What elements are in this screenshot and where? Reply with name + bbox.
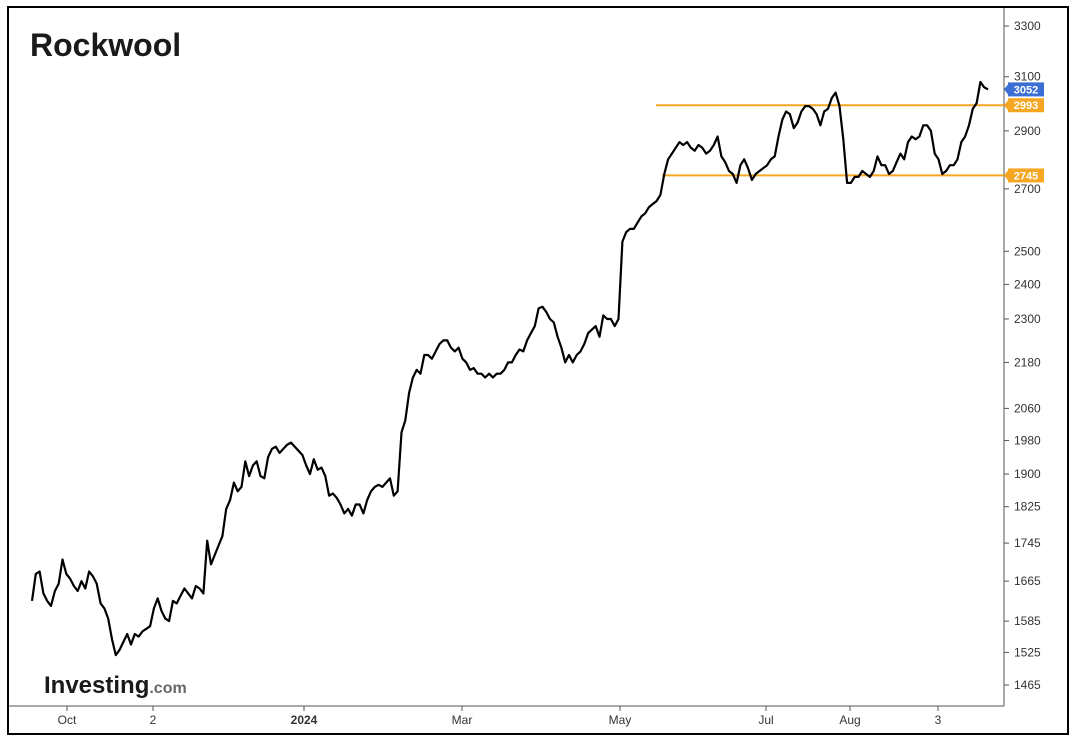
x-axis: Oct 2 2024 Mar May Jul Aug 3 xyxy=(58,706,942,727)
chart-frame xyxy=(7,6,1069,735)
x-tick-label: 3 xyxy=(935,713,942,727)
y-tick-label: 1525 xyxy=(1014,645,1041,659)
y-axis: 3300 3100 2900 2700 2500 2400 2300 2180 2060 1980… xyxy=(1004,19,1041,692)
level-badge-2745: 2745 xyxy=(1014,170,1038,182)
x-tick-label: Jul xyxy=(758,713,773,727)
y-tick-label: 1745 xyxy=(1014,536,1041,550)
level-badge-2745-bg xyxy=(1008,168,1044,183)
level-badge-2993-bg xyxy=(1008,98,1044,113)
y-tick-label: 2400 xyxy=(1014,277,1041,291)
price-line xyxy=(30,80,989,657)
level-badge-2745-pointer xyxy=(1004,170,1008,181)
current-price-badge-bg xyxy=(1008,82,1044,97)
y-tick-label: 2900 xyxy=(1014,124,1041,138)
y-tick-label: 1465 xyxy=(1014,678,1041,692)
series-layer xyxy=(30,80,989,657)
price-badges: 3052 2993 2745 xyxy=(1004,82,1044,183)
y-tick-label: 1825 xyxy=(1014,500,1041,514)
x-tick-label: 2024 xyxy=(291,713,318,727)
y-tick-label: 2060 xyxy=(1014,401,1041,415)
x-tick-label: Mar xyxy=(452,713,473,727)
x-tick-label: 2 xyxy=(150,713,157,727)
y-tick-label: 1900 xyxy=(1014,467,1041,481)
y-tick-label: 2300 xyxy=(1014,312,1041,326)
y-tick-label: 2700 xyxy=(1014,182,1041,196)
chart-title: Rockwool xyxy=(30,27,181,63)
level-badge-2993-pointer xyxy=(1004,100,1008,111)
y-tick-label: 2180 xyxy=(1014,355,1041,369)
x-tick-label: May xyxy=(609,713,632,727)
y-tick-label: 1980 xyxy=(1014,434,1041,448)
y-tick-label: 3300 xyxy=(1014,19,1041,33)
x-tick-label: Oct xyxy=(58,713,77,727)
x-tick-label: Aug xyxy=(839,713,860,727)
svg-text:Investing.com: Investing.com xyxy=(44,672,187,699)
level-badge-2993: 2993 xyxy=(1014,100,1038,112)
logo-sub-text: .com xyxy=(149,680,186,697)
y-tick-label: 1665 xyxy=(1014,574,1041,588)
current-price-badge-pointer xyxy=(1004,84,1008,95)
y-tick-label: 1585 xyxy=(1014,614,1041,628)
logo-main-text: Investing xyxy=(44,672,149,699)
y-tick-label: 2500 xyxy=(1014,244,1041,258)
current-price-badge: 3052 xyxy=(1014,84,1038,96)
investing-logo: Investing.com xyxy=(44,672,187,699)
y-tick-label: 3100 xyxy=(1014,70,1041,84)
